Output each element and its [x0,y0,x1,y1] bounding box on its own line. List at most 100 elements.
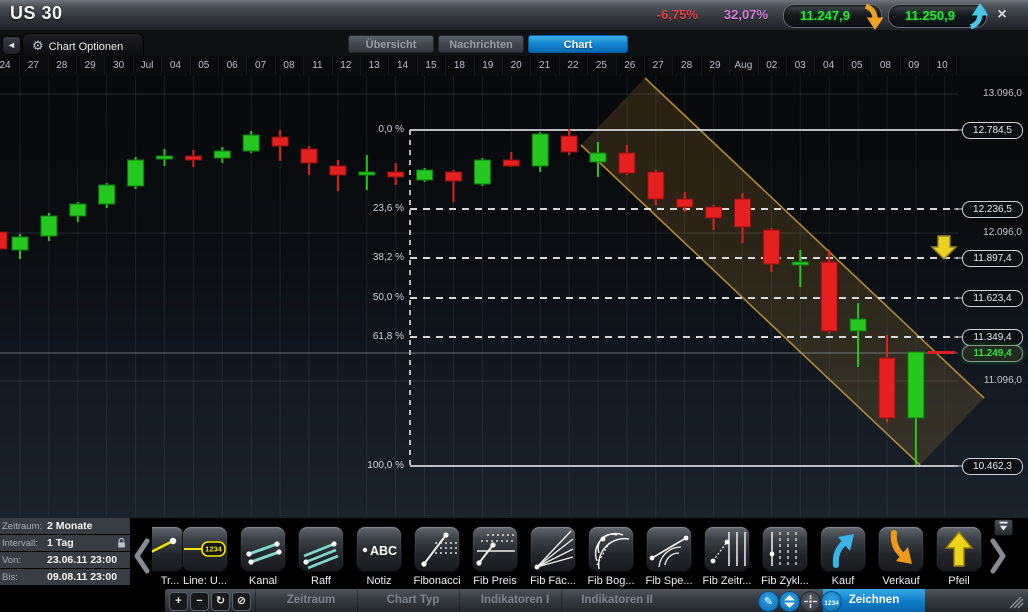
bottom-tab-indikatoren-i[interactable]: Indikatoren I [459,589,570,612]
date-tick: 06 [218,56,248,75]
date-tick: 20 [502,56,532,75]
tool-button-fibzeit[interactable]: Fib Zeitr... [699,526,755,587]
updown-button[interactable] [779,591,800,612]
range-percent: 32,07% [723,7,768,22]
candle-07 [242,131,260,153]
current-price-dash [928,351,955,354]
date-tick: 29 [701,56,731,75]
sell-price-button[interactable]: 11.247,9 [783,3,884,30]
tool-button-linev[interactable]: 1234 Line: U... [177,526,233,587]
fib-percent-label: 23,6 % [372,203,404,214]
pencil-button[interactable]: ✎ [758,591,779,612]
candle-09 [907,351,925,465]
tab-chart[interactable]: Chart [528,35,628,53]
crosshair-button[interactable] [800,591,821,612]
date-tick: 30 [104,56,134,75]
tool-button-verkauf[interactable]: Verkauf [873,526,929,587]
collapse-toolbar-button[interactable] [994,519,1013,536]
candle-Jul [127,157,145,189]
tool-button-kanal[interactable]: Kanal [235,526,291,587]
resize-grip[interactable] [1008,597,1024,609]
tool-button-fibpreis[interactable]: Fib Preis [467,526,523,587]
date-tick: 27 [19,56,49,75]
bottom-tab-zeitraum[interactable]: Zeitraum [255,589,366,612]
candle-21 [531,132,549,172]
candle-25 [589,142,607,177]
fib-price-label: 11.623,4 [962,290,1023,307]
chart-area[interactable]: 0,0 % 12.784,5 23,6 % 12.236,5 38,2 % 11.897,… [0,76,1028,518]
tool-label: Fib Bog... [587,575,635,587]
tool-button-kauf[interactable]: Kauf [815,526,871,587]
sell-signal-arrow[interactable] [930,235,958,261]
numbers-button[interactable]: 1234 [821,591,842,612]
bottom-tab-chart-typ[interactable]: Chart Typ [357,589,468,612]
instrument-title: US 30 [10,3,63,23]
tool-button-fibspe[interactable]: Fib Spe... [641,526,697,587]
fib-percent-label: 61,8 % [372,331,404,342]
date-tick: 09 [900,56,929,75]
date-tick: 15 [417,56,447,75]
price-up-arrow-icon [969,3,989,30]
current-price-label: 11.249,4 [962,345,1023,362]
info-value: 23.06.11 23:00 [47,554,118,566]
candle-04 [820,250,838,333]
tool-label: Fibonacci [413,575,461,587]
lock-icon[interactable] [116,537,127,549]
tool-label: Verkauf [882,575,920,587]
bottom-tab-indikatoren-ii[interactable]: Indikatoren II [561,589,672,612]
scroll-left-icon[interactable] [132,538,152,574]
disable-button[interactable]: ⊘ [232,592,251,611]
fibzykl-icon [762,526,808,572]
zoom-out-button[interactable]: − [190,592,209,611]
back-arrow-button[interactable]: ◄ [2,36,21,55]
date-axis: 24 27 28 29 30 Jul 04 05 06 07 08 11 12 13 14 15 18 19 20 2… [0,56,1028,77]
date-tick: 18 [445,56,475,75]
tool-button-trend[interactable]: Tr... [152,526,188,587]
fib-price-label: 10.462,3 [962,458,1023,475]
date-tick: 10 [928,56,958,75]
tool-button-raff[interactable]: Raff [293,526,349,587]
chart-options-tab[interactable]: ⚙ Chart Optionen [22,33,144,57]
date-tick: 28 [48,56,77,75]
scroll-right-icon[interactable] [988,538,1008,574]
info-label: Bis: [2,571,18,583]
date-tick: 08 [871,56,901,75]
zoom-in-button[interactable]: + [169,592,188,611]
candle-27 [11,234,29,259]
tab-nachrichten[interactable]: Nachrichten [438,35,524,53]
refresh-button[interactable]: ↻ [211,592,230,611]
candle-26 [618,145,636,175]
bottom-tab-zeichnen[interactable]: Zeichnen [823,589,925,612]
tool-button-fib[interactable]: Fibonacci [409,526,465,587]
close-icon[interactable]: × [997,6,1007,23]
candles [0,129,925,465]
pencil-icon: ✎ [763,596,774,608]
candle-08 [271,130,289,161]
tool-button-notiz[interactable]: ABC Notiz [351,526,407,587]
date-tick: 21 [530,56,560,75]
candle-clipped [0,231,8,250]
buy-price-button[interactable]: 11.250,9 [888,3,989,30]
info-row: Von: 23.06.11 23:00 [0,552,130,568]
date-tick: 03 [786,56,816,75]
candle-02 [762,228,780,272]
candle-11 [300,146,318,175]
date-tick: 25 [587,56,617,75]
tool-button-pfeil[interactable]: Pfeil [931,526,987,587]
date-tick: 22 [559,56,589,75]
raff-icon [298,526,344,572]
tab-übersicht[interactable]: Übersicht [348,35,434,53]
fibspe-icon [646,526,692,572]
tool-button-fibbog[interactable]: Fib Bog... [583,526,639,587]
buy-price: 11.250,9 [905,8,955,23]
date-tick: Jul [133,56,163,75]
chart-options-label: Chart Optionen [48,41,124,53]
price-down-arrow-icon [864,3,884,30]
tool-label: Pfeil [948,575,970,587]
tool-button-fibfan[interactable]: Fib Fäc... [525,526,581,587]
tool-button-fibzykl[interactable]: Fib Zykl... [757,526,813,587]
grid-horizontal [0,93,958,382]
crosshair-icon [803,594,818,609]
date-tick: 08 [275,56,305,75]
date-tick: 04 [814,56,844,75]
